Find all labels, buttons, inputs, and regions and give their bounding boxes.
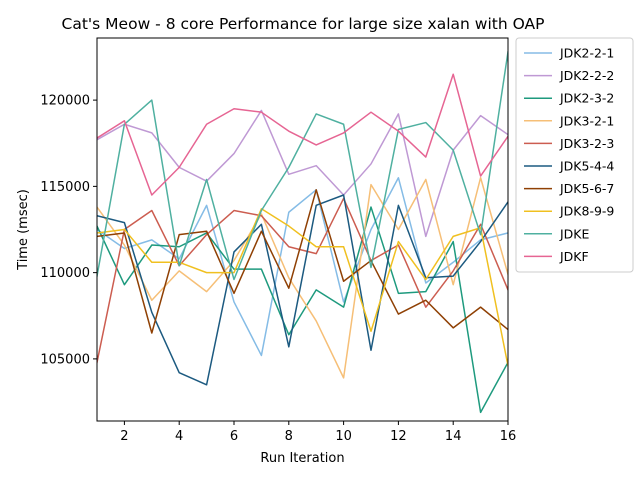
y-tick-label: 105000 bbox=[40, 352, 90, 367]
x-tick-label: 4 bbox=[175, 429, 183, 444]
legend-label: JDK2-2-2 bbox=[559, 68, 614, 83]
series-line-jdk2-3-2 bbox=[97, 206, 508, 414]
series-line-jdke bbox=[97, 50, 508, 281]
series-line-jdkf bbox=[97, 73, 508, 196]
plot-frame bbox=[96, 37, 509, 422]
legend-label: JDKE bbox=[559, 226, 590, 241]
y-axis-label: Time (msec) bbox=[16, 189, 31, 271]
legend-label: JDK3-2-3 bbox=[559, 136, 614, 151]
y-tick-label: 120000 bbox=[40, 94, 90, 109]
x-tick-label: 12 bbox=[390, 429, 407, 444]
x-tick-label: 8 bbox=[285, 429, 293, 444]
series-line-jdk8-9-9 bbox=[97, 208, 508, 367]
legend-label: JDK2-3-2 bbox=[559, 91, 614, 106]
series-line-jdk5-6-7 bbox=[97, 189, 508, 334]
series-line-jdk2-2-1 bbox=[97, 176, 508, 357]
x-tick-label: 6 bbox=[230, 429, 238, 444]
x-tick-label: 16 bbox=[500, 429, 517, 444]
legend: JDK2-2-1 JDK2-2-2 JDK2-3-2 JDK3-2-1 JDK3-2-3… bbox=[515, 37, 634, 273]
x-axis-ticks: 2 4 6 8 10 12 14 16 bbox=[120, 421, 516, 444]
legend-label: JDK5-6-7 bbox=[559, 181, 614, 196]
series-line-jdk3-2-3 bbox=[97, 197, 508, 364]
y-tick-label: 115000 bbox=[40, 180, 90, 195]
x-tick-label: 10 bbox=[335, 429, 352, 444]
chart-title: Cat's Meow - 8 core Performance for larg… bbox=[62, 15, 545, 33]
legend-label: JDK8-9-9 bbox=[559, 204, 614, 219]
series-line-jdk2-2-2 bbox=[97, 109, 508, 238]
y-axis-ticks: 105000 110000 115000 120000 bbox=[40, 94, 97, 367]
x-axis-label: Run Iteration bbox=[260, 451, 344, 466]
legend-box bbox=[515, 37, 634, 273]
plot-lines bbox=[97, 50, 508, 414]
legend-label: JDK2-2-1 bbox=[559, 46, 614, 61]
legend-label: JDK5-4-4 bbox=[559, 159, 614, 174]
legend-label: JDK3-2-1 bbox=[559, 113, 614, 128]
y-tick-label: 110000 bbox=[40, 266, 90, 281]
series-line-jdk5-4-4 bbox=[97, 194, 508, 386]
legend-label: JDKF bbox=[559, 249, 589, 264]
x-tick-label: 2 bbox=[120, 429, 128, 444]
x-tick-label: 14 bbox=[445, 429, 462, 444]
